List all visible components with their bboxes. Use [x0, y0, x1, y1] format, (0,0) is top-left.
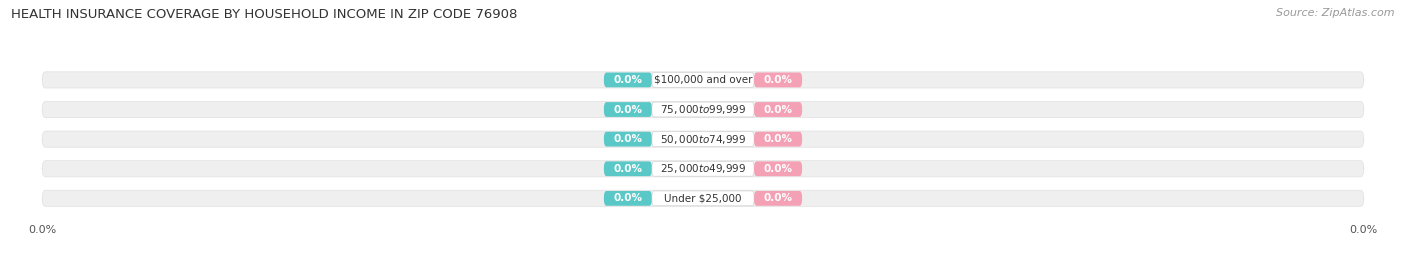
Text: Source: ZipAtlas.com: Source: ZipAtlas.com — [1277, 8, 1395, 18]
Text: 0.0%: 0.0% — [763, 105, 793, 115]
Text: Under $25,000: Under $25,000 — [664, 193, 742, 203]
FancyBboxPatch shape — [42, 72, 1364, 88]
FancyBboxPatch shape — [652, 102, 754, 117]
FancyBboxPatch shape — [754, 132, 801, 147]
FancyBboxPatch shape — [754, 161, 801, 176]
FancyBboxPatch shape — [754, 191, 801, 206]
Text: 0.0%: 0.0% — [763, 134, 793, 144]
FancyBboxPatch shape — [42, 131, 1364, 147]
Text: $100,000 and over: $100,000 and over — [654, 75, 752, 85]
Text: $25,000 to $49,999: $25,000 to $49,999 — [659, 162, 747, 175]
Text: $50,000 to $74,999: $50,000 to $74,999 — [659, 133, 747, 146]
Text: 0.0%: 0.0% — [613, 134, 643, 144]
FancyBboxPatch shape — [42, 190, 1364, 207]
Text: HEALTH INSURANCE COVERAGE BY HOUSEHOLD INCOME IN ZIP CODE 76908: HEALTH INSURANCE COVERAGE BY HOUSEHOLD I… — [11, 8, 517, 21]
Text: 0.0%: 0.0% — [613, 75, 643, 85]
FancyBboxPatch shape — [652, 73, 754, 87]
FancyBboxPatch shape — [652, 191, 754, 206]
Text: 0.0%: 0.0% — [613, 193, 643, 203]
Text: 0.0%: 0.0% — [613, 105, 643, 115]
FancyBboxPatch shape — [605, 102, 652, 117]
FancyBboxPatch shape — [605, 161, 652, 176]
Text: $75,000 to $99,999: $75,000 to $99,999 — [659, 103, 747, 116]
Text: 0.0%: 0.0% — [613, 164, 643, 174]
FancyBboxPatch shape — [652, 132, 754, 147]
FancyBboxPatch shape — [42, 101, 1364, 118]
Text: 0.0%: 0.0% — [763, 75, 793, 85]
FancyBboxPatch shape — [754, 102, 801, 117]
FancyBboxPatch shape — [605, 73, 652, 87]
FancyBboxPatch shape — [605, 191, 652, 206]
FancyBboxPatch shape — [754, 73, 801, 87]
Text: 0.0%: 0.0% — [763, 164, 793, 174]
FancyBboxPatch shape — [42, 161, 1364, 177]
FancyBboxPatch shape — [652, 161, 754, 176]
Text: 0.0%: 0.0% — [763, 193, 793, 203]
FancyBboxPatch shape — [605, 132, 652, 147]
